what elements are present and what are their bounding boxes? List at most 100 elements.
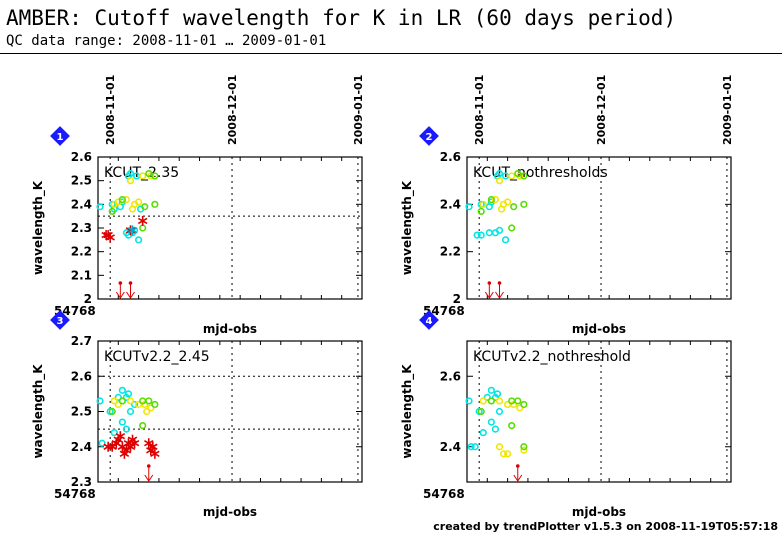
data-point <box>107 441 117 452</box>
y-axis-label: wavelength_K <box>400 180 415 275</box>
data-point <box>477 407 485 416</box>
data-point <box>139 172 147 180</box>
panel-label: KCUT_nothresholds <box>473 165 608 181</box>
data-point <box>495 177 504 185</box>
data-point-stroke <box>125 443 136 450</box>
data-point <box>137 215 148 226</box>
y-tick-label: 2 <box>453 292 461 306</box>
data-point <box>520 443 528 451</box>
x-start-label: 54768 <box>54 304 96 318</box>
data-point <box>508 224 516 232</box>
data-point <box>115 431 126 442</box>
data-point <box>508 422 516 430</box>
data-point <box>121 445 132 456</box>
plot-frame <box>466 156 732 300</box>
data-point <box>125 225 136 236</box>
arrow-head <box>115 291 125 299</box>
chart-title: AMBER: Cutoff wavelength for K in LR (60… <box>6 6 677 30</box>
data-point <box>139 224 147 232</box>
y-axis-label: wavelength_K <box>31 180 46 275</box>
arrow-head <box>513 474 523 482</box>
footer-credit: created by trendPlotter v1.5.3 on 2008-1… <box>433 520 778 533</box>
data-point <box>465 203 473 211</box>
data-range-subtitle: QC data range: 2008-11-01 … 2009-01-01 <box>6 33 327 49</box>
data-point <box>143 407 151 416</box>
data-point <box>520 200 528 208</box>
data-point <box>514 169 522 178</box>
data-point <box>148 441 158 452</box>
data-point <box>520 172 528 180</box>
data-point-stroke <box>127 227 138 234</box>
data-point-stroke <box>111 440 122 447</box>
data-point <box>141 203 149 211</box>
data-point <box>122 425 131 433</box>
data-point <box>118 418 126 426</box>
y-axis-label: wavelength_K <box>31 364 46 459</box>
data-point <box>471 443 479 451</box>
data-point <box>467 443 475 451</box>
panel-4: 2.4 2.6 54768 mjd-obs wavelength_K KCUTv2.2_n… <box>400 310 732 519</box>
data-point <box>499 450 508 458</box>
data-point-stroke <box>115 432 126 440</box>
data-point <box>105 232 115 243</box>
x-start-label: 54768 <box>54 487 96 501</box>
data-point-stroke <box>113 436 124 443</box>
data-point <box>118 386 126 394</box>
panel-label: KCUTv2.2_nothreshold <box>473 349 631 365</box>
y-tick-label: 2.6 <box>71 150 92 164</box>
arrow-head <box>126 291 135 299</box>
data-point <box>147 404 155 412</box>
data-point <box>504 450 512 458</box>
data-point <box>487 196 495 204</box>
data-point <box>122 196 131 204</box>
panel-number-badge <box>419 126 439 146</box>
data-point <box>98 439 106 447</box>
data-point <box>114 393 122 402</box>
data-point <box>479 200 487 208</box>
data-point <box>151 400 159 409</box>
out-of-range-arrow <box>513 464 523 482</box>
data-point <box>96 397 104 405</box>
y-tick-label: 2.3 <box>71 475 92 489</box>
data-point <box>125 441 136 452</box>
data-point <box>114 400 122 409</box>
data-point <box>501 236 510 244</box>
data-point <box>495 407 504 416</box>
header-divider <box>0 53 782 54</box>
x-start-label: 54768 <box>423 487 465 501</box>
data-point <box>516 404 524 412</box>
y-tick-label: 2.4 <box>71 440 92 454</box>
data-point <box>144 438 154 449</box>
data-point <box>135 198 143 206</box>
panel-2: 2 2.2 2.4 2.6 54768 mjd-obs wavelength_K KCUT_n… <box>400 75 734 336</box>
data-point <box>146 445 156 456</box>
y-tick-label: 2.2 <box>71 245 92 259</box>
data-point <box>135 236 143 244</box>
data-point-stroke <box>148 443 158 450</box>
data-point <box>124 390 133 398</box>
data-point <box>110 397 118 405</box>
data-point <box>520 446 528 454</box>
out-of-range-arrow <box>495 281 504 299</box>
data-point <box>491 425 500 433</box>
data-point <box>495 169 504 178</box>
data-point <box>495 443 504 451</box>
data-point <box>465 397 473 405</box>
data-point <box>108 407 116 416</box>
arrow-head <box>495 291 504 299</box>
data-point <box>491 196 500 204</box>
out-of-range-arrow <box>144 464 154 482</box>
data-point <box>495 397 504 405</box>
y-tick-label: 2.4 <box>440 440 461 454</box>
y-tick-label: 2.6 <box>440 369 461 383</box>
date-tick-label: 2008-12-01 <box>595 75 608 145</box>
data-point <box>485 229 493 237</box>
data-point <box>96 203 104 211</box>
data-point <box>145 397 153 405</box>
data-point <box>108 207 116 216</box>
data-point <box>477 231 485 239</box>
panel-3: 2.3 2.4 2.5 2.6 2.7 54768 mjd-obs wavelength_K K… <box>31 310 363 519</box>
data-point <box>119 448 130 459</box>
y-tick-label: 2.7 <box>71 334 92 348</box>
